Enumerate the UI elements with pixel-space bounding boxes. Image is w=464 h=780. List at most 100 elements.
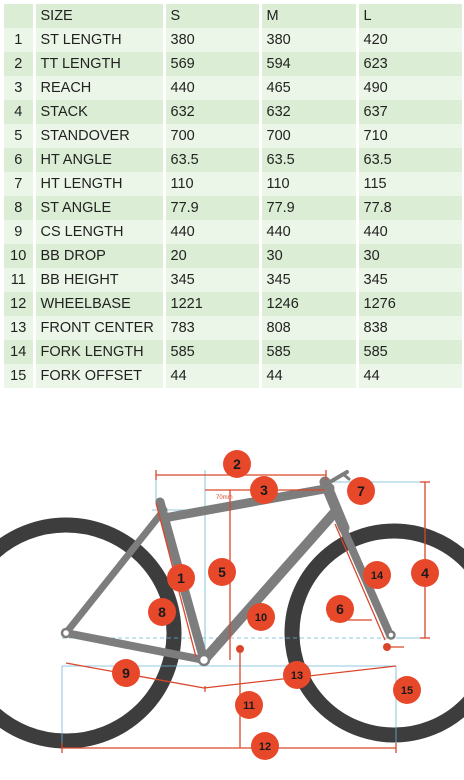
value-s: 585 [164,340,262,364]
table-row: 13 FRONT CENTER 783 808 838 [4,316,462,340]
svg-text:3: 3 [260,482,268,498]
row-label: FORK LENGTH [34,340,166,364]
marker-7: 7 [347,477,375,505]
row-number: 15 [4,364,36,388]
svg-text:9: 9 [122,665,130,681]
value-l: 44 [357,364,462,388]
rear-wheel [0,517,182,749]
marker-4: 4 [411,559,439,587]
value-l: 30 [357,244,462,268]
value-m: 632 [260,100,359,124]
value-s: 44 [164,364,262,388]
row-label: BB HEIGHT [34,268,166,292]
value-m: 77.9 [260,196,359,220]
row-label: BB DROP [34,244,166,268]
value-l: 490 [357,76,462,100]
geometry-table: SIZE S M L 1 ST LENGTH 380 380 420 2 TT LENGTH… [4,4,462,388]
value-l: 440 [357,220,462,244]
table-row: 11 BB HEIGHT 345 345 345 [4,268,462,292]
table-row: 12 WHEELBASE 1221 1246 1276 [4,292,462,316]
value-l: 710 [357,124,462,148]
value-l: 585 [357,340,462,364]
row-number: 8 [4,196,36,220]
marker-6: 6 [326,595,354,623]
row-number: 2 [4,52,36,76]
value-m: 1246 [260,292,359,316]
table-row: 2 TT LENGTH 569 594 623 [4,52,462,76]
value-s: 440 [164,220,262,244]
value-l: 115 [357,172,462,196]
svg-text:10: 10 [255,612,267,624]
svg-text:2: 2 [233,456,241,472]
table-row: 15 FORK OFFSET 44 44 44 [4,364,462,388]
header-m: M [260,4,359,28]
svg-text:11: 11 [243,700,255,712]
table-row: 1 ST LENGTH 380 380 420 [4,28,462,52]
svg-text:1: 1 [177,570,185,586]
marker-12: 12 [251,732,279,760]
table-header-row: SIZE S M L [4,4,462,28]
value-s: 440 [164,76,262,100]
value-m: 30 [260,244,359,268]
bb-drop-point [236,645,244,653]
value-m: 110 [260,172,359,196]
svg-text:15: 15 [401,685,413,697]
value-m: 594 [260,52,359,76]
row-label: STACK [34,100,166,124]
value-l: 345 [357,268,462,292]
table-row: 3 REACH 440 465 490 [4,76,462,100]
row-number: 4 [4,100,36,124]
value-l: 838 [357,316,462,340]
value-s: 569 [164,52,262,76]
svg-text:8: 8 [158,604,166,620]
front-wheel [284,523,464,743]
row-number: 5 [4,124,36,148]
marker-10: 10 [247,603,275,631]
marker-2: 2 [223,450,251,478]
value-s: 700 [164,124,262,148]
svg-text:12: 12 [259,741,271,753]
svg-text:7: 7 [357,483,365,499]
marker-note: 70mm [216,495,233,501]
header-l: L [357,4,462,28]
header-size: SIZE [34,4,166,28]
marker-14: 14 [363,561,391,589]
value-m: 585 [260,340,359,364]
marker-5: 5 [208,558,236,586]
header-number [4,4,36,28]
row-label: HT LENGTH [34,172,166,196]
row-label: HT ANGLE [34,148,166,172]
row-number: 13 [4,316,36,340]
row-label: FRONT CENTER [34,316,166,340]
table-row: 5 STANDOVER 700 700 710 [4,124,462,148]
svg-text:14: 14 [371,570,384,582]
marker-9: 9 [112,659,140,687]
table-row: 7 HT LENGTH 110 110 115 [4,172,462,196]
value-s: 380 [164,28,262,52]
value-m: 700 [260,124,359,148]
value-s: 20 [164,244,262,268]
row-number: 9 [4,220,36,244]
row-label: WHEELBASE [34,292,166,316]
value-m: 440 [260,220,359,244]
row-number: 3 [4,76,36,100]
row-label: STANDOVER [34,124,166,148]
value-s: 63.5 [164,148,262,172]
table-row: 14 FORK LENGTH 585 585 585 [4,340,462,364]
table-row: 9 CS LENGTH 440 440 440 [4,220,462,244]
fork-offset-point [383,643,391,651]
value-s: 632 [164,100,262,124]
header-s: S [164,4,262,28]
row-label: ST LENGTH [34,28,166,52]
svg-text:5: 5 [218,564,226,580]
row-label: REACH [34,76,166,100]
table-row: 8 ST ANGLE 77.9 77.9 77.8 [4,196,462,220]
value-s: 783 [164,316,262,340]
row-number: 6 [4,148,36,172]
value-l: 623 [357,52,462,76]
table-row: 4 STACK 632 632 637 [4,100,462,124]
value-m: 44 [260,364,359,388]
row-number: 10 [4,244,36,268]
value-l: 637 [357,100,462,124]
marker-13: 13 [283,661,311,689]
